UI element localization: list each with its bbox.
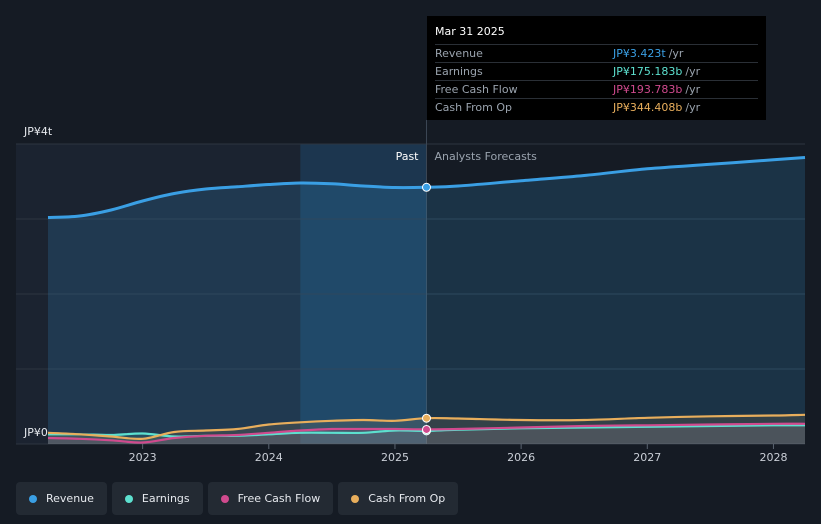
tooltip-row-revenue: Revenue JP¥3.423t /yr (435, 44, 758, 62)
tooltip-label: Cash From Op (435, 101, 513, 114)
tooltip-value: JP¥193.783b (613, 83, 683, 96)
earnings-line (47, 424, 806, 438)
y-tick-label: JP¥4t (23, 125, 53, 138)
legend: Revenue Earnings Free Cash Flow Cash Fro… (16, 482, 459, 515)
legend-item-revenue[interactable]: Revenue (16, 482, 107, 515)
x-tick-label: 2026 (507, 451, 535, 464)
legend-label: Cash From Op (368, 492, 446, 505)
tooltip-label: Revenue (435, 47, 483, 60)
revenue-marker (422, 182, 431, 192)
tooltip-unit: /yr (668, 47, 684, 60)
tooltip-label: Free Cash Flow (435, 83, 518, 96)
legend-label: Free Cash Flow (237, 492, 321, 505)
tooltip-unit: /yr (685, 101, 701, 114)
tooltip-value: JP¥3.423t (613, 47, 666, 60)
tooltip-row-free-cash-flow: Free Cash Flow JP¥193.783b /yr (435, 80, 758, 98)
tooltip-unit: /yr (685, 65, 701, 78)
x-tick-label: 2027 (633, 451, 661, 464)
x-tick-label: 2024 (255, 451, 283, 464)
legend-item-free-cash-flow[interactable]: Free Cash Flow (207, 482, 334, 515)
legend-dot-icon (29, 494, 37, 503)
revenue-line (47, 156, 806, 219)
legend-dot-icon (351, 494, 360, 503)
cash-from-op-line (47, 413, 806, 441)
x-tick-label: 2023 (129, 451, 157, 464)
cash-from-op-marker (422, 413, 431, 423)
forecast-label: Analysts Forecasts (435, 150, 538, 163)
legend-label: Revenue (46, 492, 94, 505)
legend-label: Earnings (141, 492, 190, 505)
tooltip-date: Mar 31 2025 (435, 25, 505, 38)
free-cash-flow-marker (422, 424, 431, 434)
tooltip-unit: /yr (685, 83, 701, 96)
tooltip-value: JP¥344.408b (613, 101, 683, 114)
y-tick-label: JP¥0 (23, 426, 48, 439)
tooltip: Mar 31 2025 Revenue JP¥3.423t /yr Earnin… (427, 16, 766, 120)
x-tick-label: 2025 (381, 451, 409, 464)
tooltip-label: Earnings (435, 65, 483, 78)
revenue-area (48, 157, 805, 444)
x-tick-label: 2028 (759, 451, 787, 464)
past-label: Past (396, 150, 420, 163)
legend-dot-icon (220, 494, 229, 503)
legend-item-cash-from-op[interactable]: Cash From Op (338, 482, 459, 515)
tooltip-row-cash-from-op: Cash From Op JP¥344.408b /yr (435, 98, 758, 116)
tooltip-row-earnings: Earnings JP¥175.183b /yr (435, 62, 758, 80)
tooltip-value: JP¥175.183b (613, 65, 683, 78)
legend-dot-icon (124, 494, 133, 503)
free-cash-flow-line (47, 422, 806, 444)
legend-item-earnings[interactable]: Earnings (111, 482, 203, 515)
